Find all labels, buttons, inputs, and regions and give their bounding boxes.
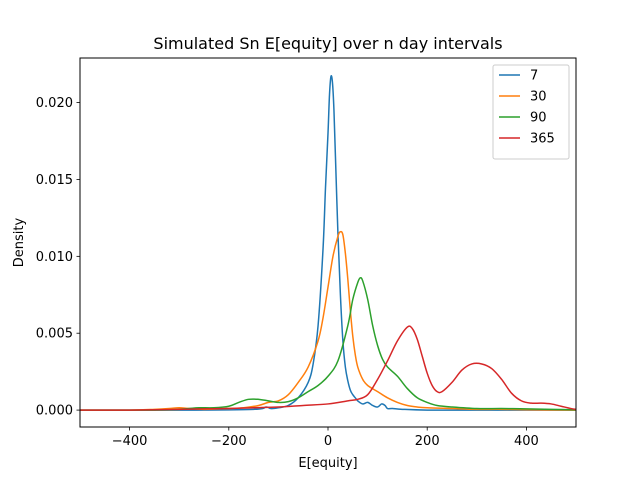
x-tick-label: −400: [112, 434, 148, 449]
x-axis-label: E[equity]: [298, 456, 357, 471]
y-tick-label: 0.010: [36, 250, 73, 265]
legend-label-90: 90: [530, 111, 547, 126]
series-line-365: [80, 325, 576, 411]
legend-box: [492, 64, 570, 160]
y-axis-ticks: 0.000 0.005 0.010 0.015 0.020: [36, 96, 80, 419]
y-tick-label: 0.000: [36, 404, 73, 419]
x-axis-ticks: −400 −200 0 200 400: [112, 427, 539, 449]
y-axis-label: Density: [12, 217, 27, 267]
x-tick-label: −200: [211, 434, 247, 449]
legend-label-7: 7: [530, 69, 538, 84]
x-tick-label: 200: [415, 434, 440, 449]
y-tick-label: 0.005: [36, 327, 73, 342]
series-line-7: [80, 75, 576, 411]
legend-label-30: 30: [530, 90, 547, 105]
y-tick-label: 0.015: [36, 173, 73, 188]
y-tick-label: 0.020: [36, 96, 73, 111]
series-line-90: [80, 276, 576, 411]
x-tick-label: 0: [324, 434, 332, 449]
legend: 7 30 90 365: [492, 64, 570, 160]
series-layer: [80, 75, 576, 411]
chart-title: Simulated Sn E[equity] over n day interv…: [153, 34, 502, 53]
x-tick-label: 400: [514, 434, 539, 449]
legend-label-365: 365: [530, 132, 555, 147]
